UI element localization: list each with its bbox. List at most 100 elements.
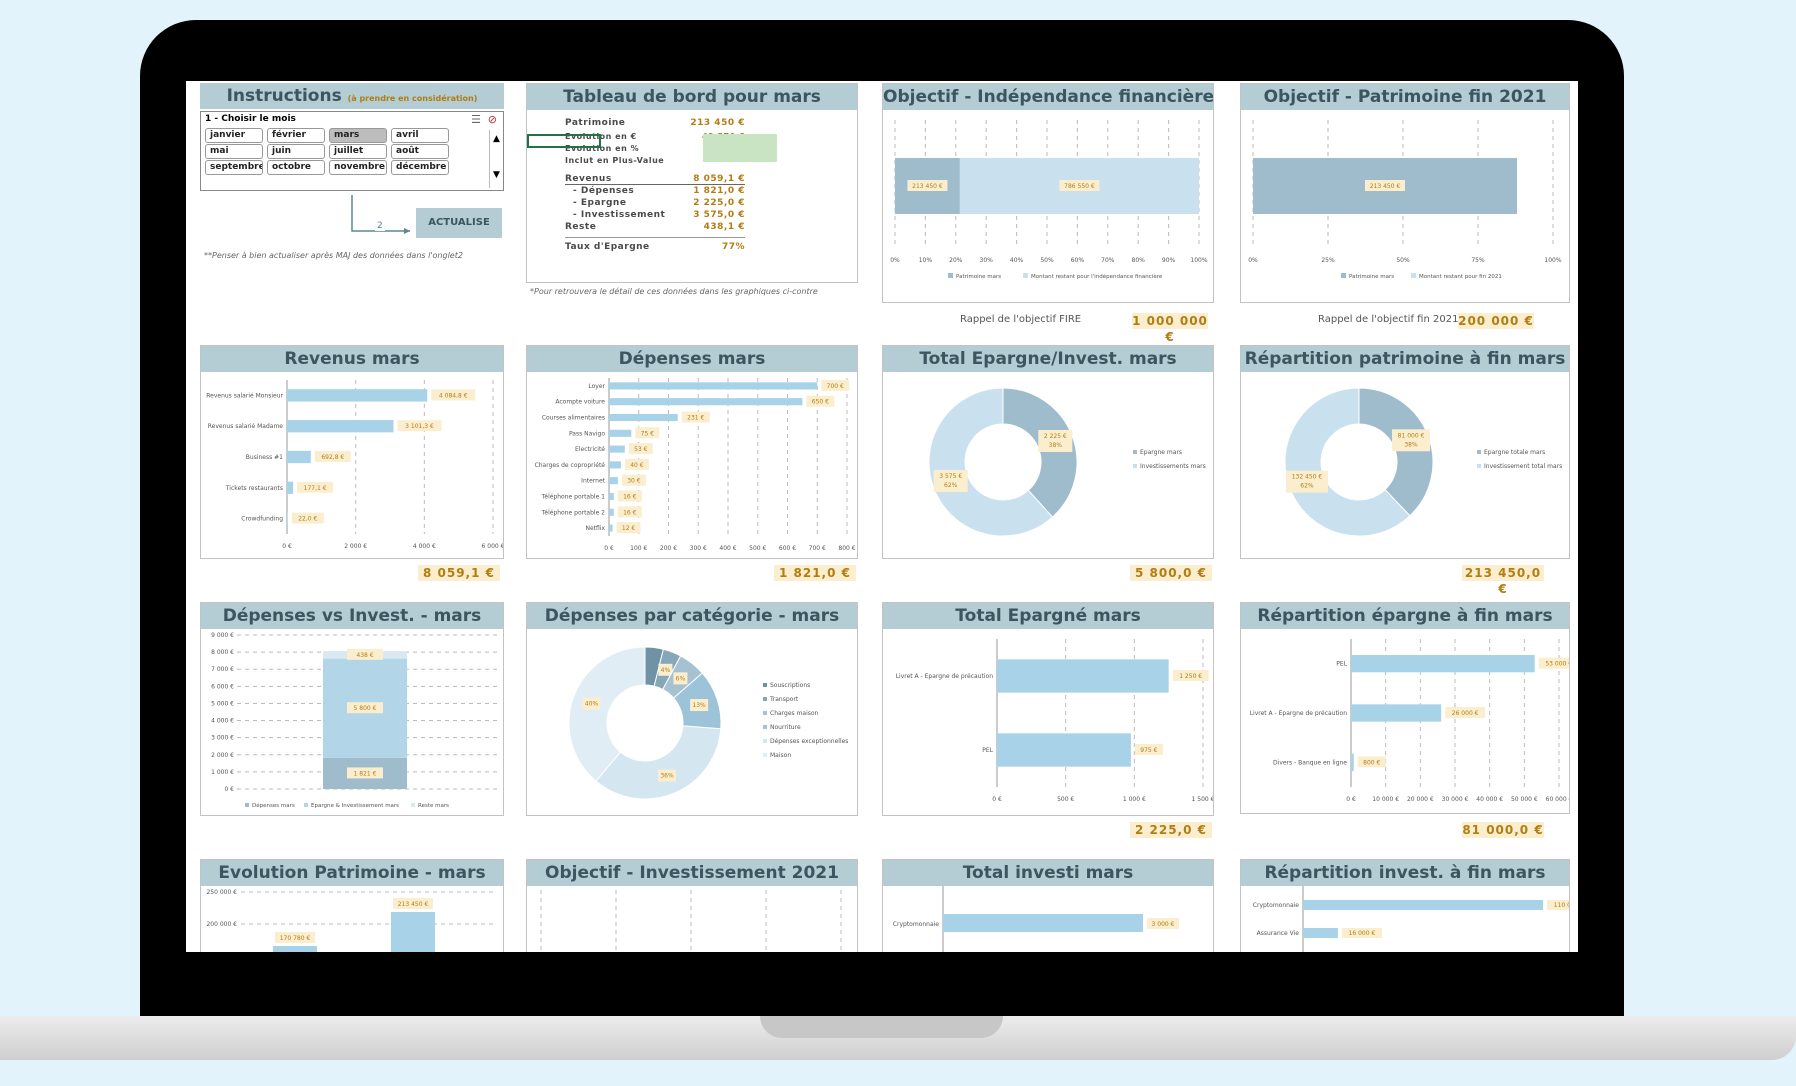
data-label-bg (821, 379, 850, 391)
dashboard-separator (565, 184, 745, 185)
data-label: 177,1 € (304, 485, 327, 492)
clear-filter-icon[interactable]: ⊘ (487, 113, 497, 126)
legend-label: Transport (769, 696, 799, 703)
bar (609, 477, 618, 485)
data-label: 16 € (623, 494, 637, 501)
repartition-epargne-chart: 0 € 10 000 € 20 000 € 30 000 € 40 000 € 50 00… (1250, 639, 1569, 803)
dashboard-row-label: - Dépenses (573, 186, 635, 196)
revenus-panel: Revenus mars 0 € 2 000 € 4 000 € 6 000 € Rev… (200, 345, 504, 559)
category-label: Livret A - Epargne de précaution (896, 673, 993, 680)
data-label: 110 000 € (1554, 902, 1569, 909)
data-label-bg (393, 898, 433, 909)
month-button-7[interactable]: août (391, 144, 449, 159)
x-tick-label: 50% (1040, 257, 1054, 264)
data-label: 2 225 € (1044, 433, 1067, 440)
depenses-title: Dépenses mars (527, 346, 857, 372)
category-label: Téléphone portable 2 (541, 509, 605, 516)
fire-title: Objectif - Indépendance financière (883, 84, 1213, 110)
legend-label: Nourriture (770, 724, 801, 731)
bar (1303, 928, 1338, 938)
x-tick-label: 500 € (749, 545, 766, 552)
data-label-bg (907, 180, 948, 191)
month-button-9[interactable]: octobre (267, 160, 325, 175)
category-label: PEL (982, 747, 993, 754)
x-tick-label: 50% (1396, 257, 1410, 264)
x-tick-label: 25% (1321, 257, 1335, 264)
scroll-down-icon[interactable]: ▼ (493, 170, 500, 180)
selected-cell[interactable] (527, 134, 601, 148)
category-label: Cryptomonnaie (893, 921, 940, 928)
month-slicer: 1 - Choisir le mois ☰ ⊘ janvier février ma… (200, 111, 504, 191)
total-investi-title: Total investi mars (883, 860, 1213, 886)
scroll-up-icon[interactable]: ▲ (493, 134, 500, 144)
legend-label: Montant restant pour fin 2021 (1419, 274, 1502, 280)
x-tick-label: 90% (1162, 257, 1176, 264)
bar (609, 382, 818, 390)
data-label: 650 € (812, 399, 829, 406)
dashboard-row: Revenus 8 059,1 € (565, 174, 845, 187)
data-label-bg (347, 702, 383, 714)
data-label: 800 € (1363, 759, 1380, 766)
month-button-1[interactable]: février (267, 128, 325, 143)
data-label-bg (1134, 744, 1163, 755)
x-tick-label: 1 500 € (1192, 796, 1213, 803)
legend-label: Epargne totale mars (1484, 449, 1545, 456)
dashboard-row-label: Revenus (565, 174, 612, 184)
y-tick-label: 0 € (224, 786, 234, 793)
dashboard-title: Tableau de bord pour mars (527, 84, 857, 110)
legend-swatch (763, 697, 767, 701)
slicer-scrollbar[interactable]: ▲ ▼ (489, 130, 503, 188)
multi-select-icon[interactable]: ☰ (471, 113, 481, 126)
month-button-3[interactable]: avril (391, 128, 449, 143)
data-label: 22,0 € (298, 516, 317, 523)
dashboard-row-value: 8 059,1 € (693, 174, 745, 184)
data-label-bg (658, 663, 673, 676)
month-button-10[interactable]: novembre (329, 160, 387, 175)
x-tick-label: 30% (980, 257, 994, 264)
legend-swatch (1341, 273, 1346, 278)
month-button-8[interactable]: septembre (205, 160, 263, 175)
x-tick-label: 800 € (838, 545, 855, 552)
data-label-bg (1059, 180, 1100, 191)
dashboard-row-label: - Epargne (573, 198, 627, 208)
bar (287, 481, 294, 494)
dashboard-row: - Epargne 2 225,0 € (565, 198, 845, 211)
bar (609, 461, 621, 469)
dashboard-row: - Investissement 3 575,0 € (565, 210, 845, 223)
month-button-0[interactable]: janvier (205, 128, 263, 143)
month-button-11[interactable]: décembre (391, 160, 449, 175)
data-label: 1 250 € (1179, 673, 1202, 680)
category-label: Revenus salarié Madame (208, 423, 284, 430)
dashboard-row-value: 1 821,0 € (693, 186, 745, 196)
slicer-header: 1 - Choisir le mois (205, 114, 296, 124)
data-label: 692,8 € (321, 454, 344, 461)
total-investi-panel: Total investi mars Cryptomonnaie 3 000 € (882, 859, 1214, 952)
patrimoine2021-footer-label: Rappel de l'objectif fin 2021 (1318, 314, 1459, 325)
repartition-epargne-title: Répartition épargne à fin mars (1241, 603, 1569, 629)
x-tick-label: 30 000 € (1442, 796, 1469, 803)
legend-label: Montant restant pour l'indépendance fina… (1031, 273, 1163, 280)
dashboard-row-value: 438,1 € (703, 222, 745, 232)
y-tick-label: 1 000 € (211, 769, 234, 776)
legend-label: Souscriptions (770, 682, 810, 689)
data-label-bg (806, 395, 835, 407)
x-tick-label: 500 € (1057, 796, 1074, 803)
category-label: Business #1 (246, 454, 283, 461)
bar (997, 733, 1131, 767)
x-tick-label: 100% (1190, 257, 1207, 264)
y-tick-label: 6 000 € (211, 683, 234, 690)
actualise-button[interactable]: ACTUALISE (416, 208, 502, 238)
data-label: 4% (661, 667, 671, 674)
month-button-2[interactable]: mars (329, 128, 387, 143)
x-tick-label: 4 000 € (413, 543, 436, 550)
invest2021-title: Objectif - Investissement 2021 (527, 860, 857, 886)
dashboard-row-label: Evolution en % (565, 144, 640, 153)
data-label-bg (628, 443, 653, 455)
data-label: 40% (585, 700, 599, 707)
bar (609, 508, 614, 516)
evolution-title: Evolution Patrimoine - mars (201, 860, 503, 886)
month-button-6[interactable]: juillet (329, 144, 387, 159)
month-button-5[interactable]: juin (267, 144, 325, 159)
month-button-4[interactable]: mai (205, 144, 263, 159)
bar (273, 946, 317, 952)
